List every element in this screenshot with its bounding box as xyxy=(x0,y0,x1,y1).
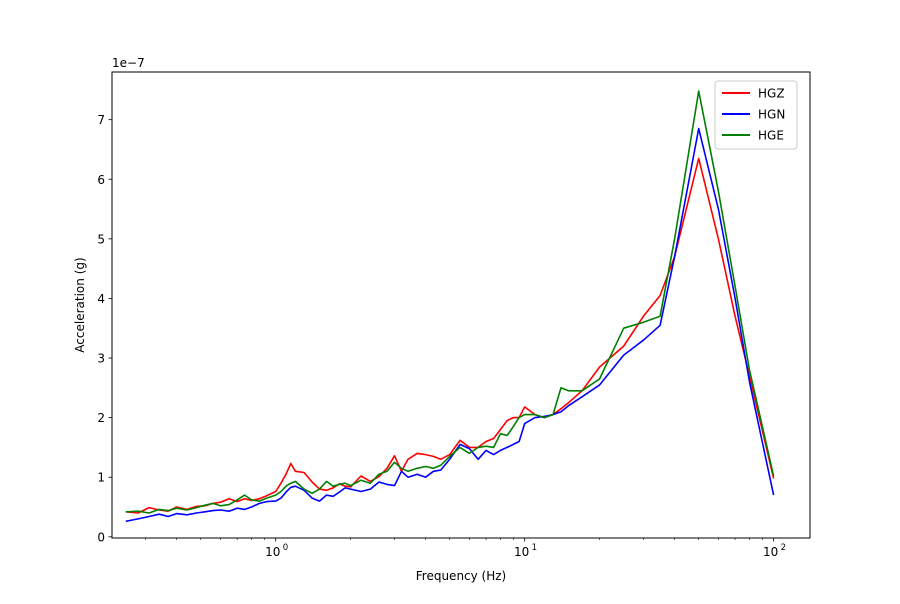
y-tick-label: 7 xyxy=(97,113,105,127)
y-tick-label: 0 xyxy=(97,530,105,544)
x-tick-label: 10 xyxy=(763,545,778,559)
series-layer xyxy=(125,90,775,523)
y-tick-label: 3 xyxy=(97,352,105,366)
legend: HGZ HGN HGE xyxy=(714,80,798,150)
legend-box xyxy=(714,80,798,150)
x-tick-label: 10 xyxy=(514,545,529,559)
y-tick-label: 6 xyxy=(97,173,105,187)
x-axis: 10 0 10 1 10 2 xyxy=(145,538,786,559)
x-tick-label-exponent: 0 xyxy=(283,543,288,553)
x-tick-label-exponent: 1 xyxy=(532,543,537,553)
y-offset-text: 1e−7 xyxy=(112,56,145,70)
y-tick-label: 5 xyxy=(97,232,105,246)
y-axis-label: Acceleration (g) xyxy=(73,257,87,352)
legend-label-hge: HGE xyxy=(758,129,784,143)
plot-frame xyxy=(111,71,811,539)
legend-label-hgn: HGN xyxy=(758,108,785,122)
x-tick-label-exponent: 2 xyxy=(781,543,786,553)
x-axis-label: Frequency (Hz) xyxy=(416,569,507,583)
legend-label-hgz: HGZ xyxy=(758,87,785,101)
x-tick-label: 10 xyxy=(265,545,280,559)
series-line-hgn xyxy=(125,127,775,523)
series-line-hgz xyxy=(125,157,775,514)
y-axis: 0 1 2 3 4 5 6 7 xyxy=(97,113,112,544)
y-tick-label: 1 xyxy=(97,471,105,485)
y-tick-label: 4 xyxy=(97,292,105,306)
y-tick-label: 2 xyxy=(97,411,105,425)
series-line-hge xyxy=(125,90,775,514)
